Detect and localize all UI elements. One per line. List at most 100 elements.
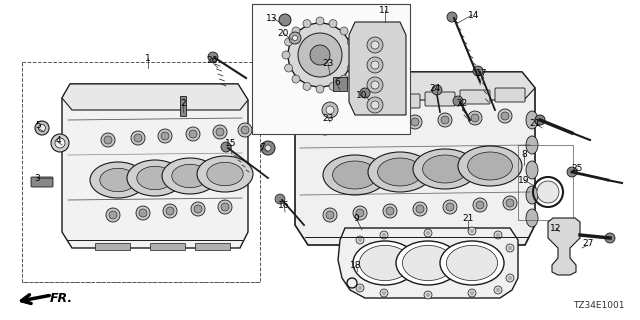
Text: 9: 9 (353, 213, 359, 222)
Ellipse shape (197, 156, 253, 192)
Ellipse shape (207, 162, 243, 186)
Text: 27: 27 (582, 238, 594, 247)
Circle shape (367, 97, 383, 113)
Circle shape (432, 85, 442, 95)
Ellipse shape (323, 155, 387, 195)
Circle shape (292, 27, 300, 35)
Circle shape (356, 284, 364, 292)
Text: 10: 10 (356, 91, 368, 100)
Circle shape (292, 75, 300, 83)
Text: FR.: FR. (50, 292, 73, 306)
Ellipse shape (526, 136, 538, 154)
Text: 5: 5 (35, 121, 41, 130)
Circle shape (453, 96, 463, 106)
Circle shape (380, 289, 388, 297)
Circle shape (381, 120, 389, 128)
Circle shape (326, 106, 334, 114)
Ellipse shape (360, 245, 411, 281)
Text: 6: 6 (334, 77, 340, 86)
Circle shape (470, 291, 474, 295)
Circle shape (265, 145, 271, 151)
FancyBboxPatch shape (495, 88, 525, 102)
Circle shape (321, 124, 329, 132)
Circle shape (109, 211, 117, 219)
Ellipse shape (137, 166, 173, 190)
Circle shape (316, 17, 324, 25)
Circle shape (473, 66, 483, 76)
Text: 21: 21 (462, 213, 474, 222)
FancyBboxPatch shape (95, 243, 130, 250)
Ellipse shape (447, 245, 498, 281)
Circle shape (282, 51, 290, 59)
Circle shape (356, 236, 364, 244)
Circle shape (383, 204, 397, 218)
Circle shape (494, 231, 502, 239)
FancyBboxPatch shape (355, 96, 385, 110)
Circle shape (506, 199, 514, 207)
Ellipse shape (422, 155, 467, 183)
Circle shape (348, 64, 355, 72)
Circle shape (161, 132, 169, 140)
Circle shape (101, 133, 115, 147)
Circle shape (303, 20, 311, 28)
Ellipse shape (100, 168, 136, 192)
Circle shape (134, 134, 142, 142)
Ellipse shape (403, 245, 454, 281)
Circle shape (218, 200, 232, 214)
Circle shape (303, 83, 311, 91)
Circle shape (166, 207, 174, 215)
Circle shape (468, 289, 476, 297)
Circle shape (411, 118, 419, 126)
Circle shape (104, 136, 112, 144)
Circle shape (371, 41, 379, 49)
Circle shape (238, 123, 252, 137)
Circle shape (446, 203, 454, 211)
FancyBboxPatch shape (252, 4, 410, 134)
Circle shape (567, 167, 577, 177)
Circle shape (386, 207, 394, 215)
Circle shape (476, 201, 484, 209)
Circle shape (496, 288, 500, 292)
Circle shape (382, 233, 386, 237)
Circle shape (358, 286, 362, 290)
Circle shape (358, 238, 362, 242)
Circle shape (424, 229, 432, 237)
Text: 21: 21 (529, 118, 541, 127)
Circle shape (351, 122, 359, 130)
Circle shape (360, 88, 370, 98)
Circle shape (163, 204, 177, 218)
Circle shape (285, 38, 292, 46)
FancyBboxPatch shape (180, 96, 186, 116)
Circle shape (356, 209, 364, 217)
FancyBboxPatch shape (31, 177, 53, 187)
Circle shape (285, 64, 292, 72)
Circle shape (503, 196, 517, 210)
Circle shape (189, 130, 197, 138)
Circle shape (353, 206, 367, 220)
Text: 19: 19 (518, 175, 530, 185)
Text: 20: 20 (277, 28, 289, 37)
Polygon shape (62, 84, 248, 110)
Text: 26: 26 (206, 55, 218, 65)
Circle shape (508, 276, 512, 280)
Ellipse shape (353, 241, 417, 285)
Ellipse shape (292, 36, 298, 41)
Circle shape (316, 85, 324, 93)
Circle shape (506, 244, 514, 252)
Circle shape (216, 128, 224, 136)
Text: 22: 22 (456, 99, 468, 108)
FancyBboxPatch shape (460, 90, 490, 104)
Text: 16: 16 (278, 201, 290, 210)
Circle shape (326, 211, 334, 219)
Circle shape (371, 81, 379, 89)
Circle shape (408, 115, 422, 129)
Circle shape (416, 205, 424, 213)
Text: 23: 23 (323, 59, 333, 68)
Ellipse shape (526, 161, 538, 179)
Circle shape (329, 20, 337, 28)
Ellipse shape (35, 121, 49, 135)
Text: 24: 24 (429, 84, 440, 92)
Circle shape (329, 83, 337, 91)
Circle shape (426, 293, 430, 297)
Text: 18: 18 (350, 260, 362, 269)
